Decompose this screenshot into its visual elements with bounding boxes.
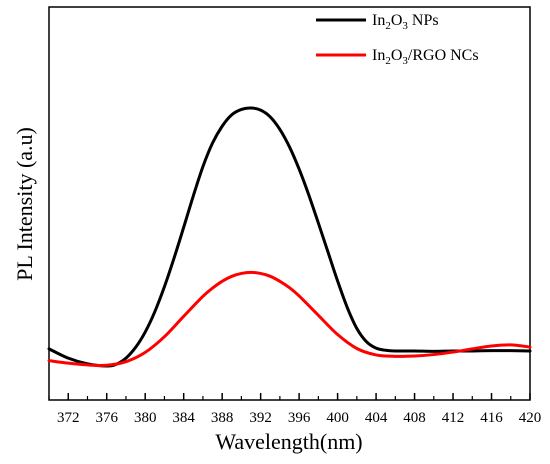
series-line-2 — [47, 270, 532, 368]
legend: In2O3 NPs In2O3/RGO NCs — [316, 12, 479, 67]
x-tick-label: 408 — [403, 410, 426, 426]
series-layer — [47, 106, 532, 368]
x-tick-label: 416 — [480, 410, 503, 426]
x-tick-label: 396 — [288, 410, 311, 426]
x-axis-ticks: 372 376 380 384 388 392 396 400 404 408 412 416 420 — [48, 393, 542, 426]
x-tick-label: 420 — [519, 410, 542, 426]
x-tick-label: 372 — [57, 410, 80, 426]
x-tick-label: 376 — [95, 410, 118, 426]
x-tick-label: 380 — [134, 410, 157, 426]
series-line-1 — [47, 106, 532, 368]
x-axis-title: Wavelength(nm) — [215, 429, 362, 454]
legend-label-1: In2O3 NPs — [372, 12, 439, 32]
x-tick-label: 392 — [249, 410, 272, 426]
x-tick-label: 412 — [442, 410, 465, 426]
plot-frame — [48, 6, 531, 401]
x-tick-label: 388 — [211, 410, 234, 426]
legend-label-2: In2O3/RGO NCs — [372, 47, 479, 67]
y-axis-title: PL Intensity (a.u) — [12, 127, 37, 281]
x-tick-label: 404 — [365, 410, 388, 426]
x-tick-label: 400 — [326, 410, 349, 426]
x-tick-label: 384 — [172, 410, 195, 426]
